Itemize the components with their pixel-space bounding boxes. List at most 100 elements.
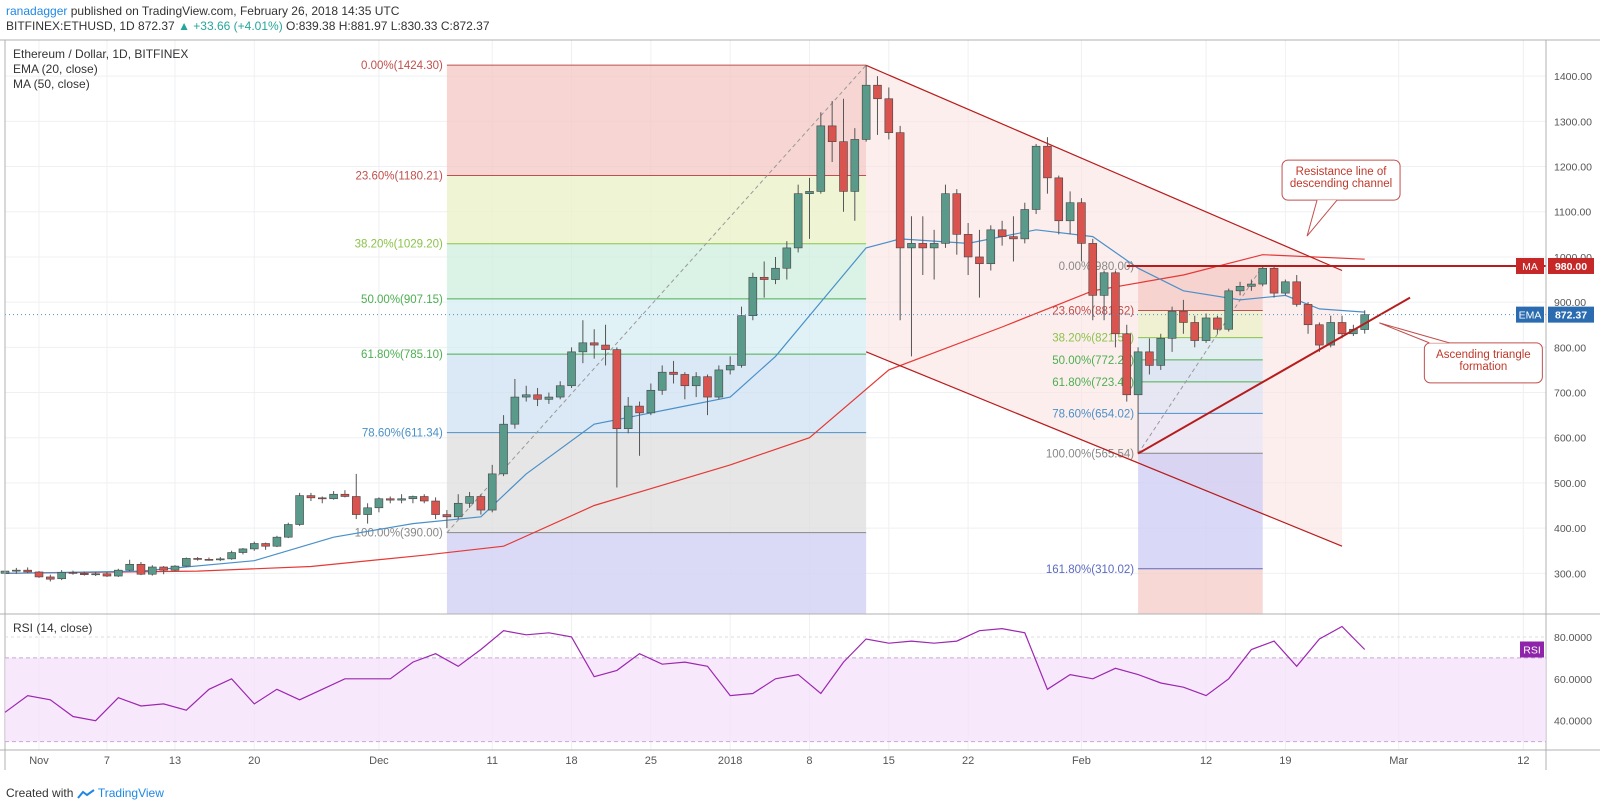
- candle-body: [1292, 281, 1301, 305]
- candle-body: [80, 573, 89, 575]
- candle: [635, 401, 644, 456]
- candle-body: [771, 267, 780, 280]
- candle-body: [612, 349, 622, 429]
- fib-trend-line: [1137, 265, 1264, 454]
- author-link[interactable]: ranadagger: [6, 4, 68, 18]
- candle-body: [68, 572, 78, 574]
- fib-zone: [446, 65, 867, 176]
- annotation-text: Resistance line of: [1296, 166, 1388, 178]
- candle: [46, 574, 55, 582]
- candle-body: [929, 243, 939, 249]
- candle: [589, 329, 599, 359]
- candle: [1337, 315, 1347, 339]
- candle-body: [499, 423, 508, 475]
- candle: [1292, 275, 1301, 307]
- time-axis: Nov 7 13 20 Dec 11 18 25 2018 8 15 22 Feb 12 19 Mar 12: [29, 755, 1529, 767]
- candle-body: [884, 98, 894, 133]
- candle: [1145, 338, 1154, 375]
- time-axis-tick: 15: [883, 755, 895, 767]
- candle-body: [567, 351, 576, 387]
- rsi-legend: RSI (14, close): [13, 621, 92, 635]
- candle: [680, 372, 690, 400]
- fib-zone: [446, 175, 867, 244]
- candle-body: [419, 496, 429, 502]
- candle: [351, 473, 361, 520]
- candle: [1088, 238, 1098, 321]
- channel-upper-line: [865, 64, 1343, 272]
- candle-body: [272, 536, 282, 547]
- candle: [827, 101, 837, 163]
- candle-body: [816, 125, 826, 192]
- fib-zone: [446, 354, 867, 433]
- candle-body: [1009, 236, 1018, 240]
- legend-ma: MA (50, close): [13, 77, 90, 91]
- fib-level-label: 78.60%(654.02): [1052, 408, 1134, 420]
- candle-body: [975, 256, 984, 265]
- fib-zone: [446, 432, 867, 533]
- candle-body: [329, 493, 338, 500]
- candle-body: [544, 396, 554, 400]
- candle: [57, 570, 66, 581]
- candle: [227, 550, 236, 560]
- candle: [1009, 216, 1018, 262]
- candle: [850, 128, 860, 221]
- candle: [873, 76, 882, 135]
- candle-body: [204, 559, 214, 561]
- candle: [193, 557, 202, 561]
- candle: [544, 392, 554, 404]
- tradingview-link[interactable]: TradingView: [97, 786, 164, 800]
- candle: [521, 385, 531, 402]
- candle-body: [1156, 337, 1166, 366]
- candle-body: [102, 573, 112, 577]
- candle-body: [284, 524, 293, 538]
- candle-body: [487, 473, 497, 511]
- fib-retracement-1: 0.00%(1424.30) 23.60%(1180.21) 38.20%(1029…: [355, 60, 867, 614]
- fib-zone: [1138, 359, 1263, 382]
- candle: [1020, 202, 1030, 244]
- candle: [442, 510, 452, 529]
- candle: [34, 571, 44, 578]
- fib-zone: [446, 532, 867, 614]
- fib-level-label: 38.20%(821.58): [1052, 333, 1134, 345]
- rsi-axis-tick: 60.0000: [1554, 674, 1592, 686]
- candle: [1111, 270, 1120, 348]
- price-axis-tick: 1400.00: [1554, 71, 1592, 83]
- price-tag-value: 980.00: [1555, 261, 1587, 273]
- annotation-text: descending channel: [1290, 178, 1392, 190]
- candle-body: [907, 243, 916, 249]
- candle: [759, 261, 769, 298]
- candle-body: [1077, 202, 1086, 244]
- candle-body: [1054, 177, 1064, 222]
- candle: [1156, 333, 1166, 370]
- candle: [374, 497, 384, 513]
- candle-body: [1201, 317, 1211, 341]
- candle: [204, 557, 214, 561]
- candle: [317, 496, 327, 504]
- candle: [487, 464, 497, 513]
- candle-body: [510, 396, 520, 425]
- candle: [136, 562, 146, 576]
- candle: [1043, 137, 1052, 194]
- candle-body: [714, 369, 724, 398]
- price-tag-value: 872.37: [1555, 310, 1587, 322]
- candle: [623, 397, 633, 434]
- candle: [725, 356, 735, 375]
- candle-body: [431, 500, 440, 515]
- candle: [238, 548, 248, 555]
- candle: [182, 557, 191, 567]
- fib-level-label: 100.00%(565.54): [1046, 448, 1134, 460]
- price-axis-tick: 500.00: [1554, 478, 1586, 490]
- candles: [0, 65, 1369, 582]
- candle: [408, 495, 418, 504]
- fib-level-label: 78.60%(611.34): [362, 428, 443, 440]
- candle: [997, 220, 1007, 246]
- candle: [397, 494, 406, 504]
- ma50-line: [4, 254, 1365, 574]
- candle-body: [623, 405, 633, 429]
- candle: [646, 383, 656, 416]
- candle-body: [397, 498, 406, 501]
- candle-body: [1235, 286, 1245, 292]
- candle: [385, 496, 395, 504]
